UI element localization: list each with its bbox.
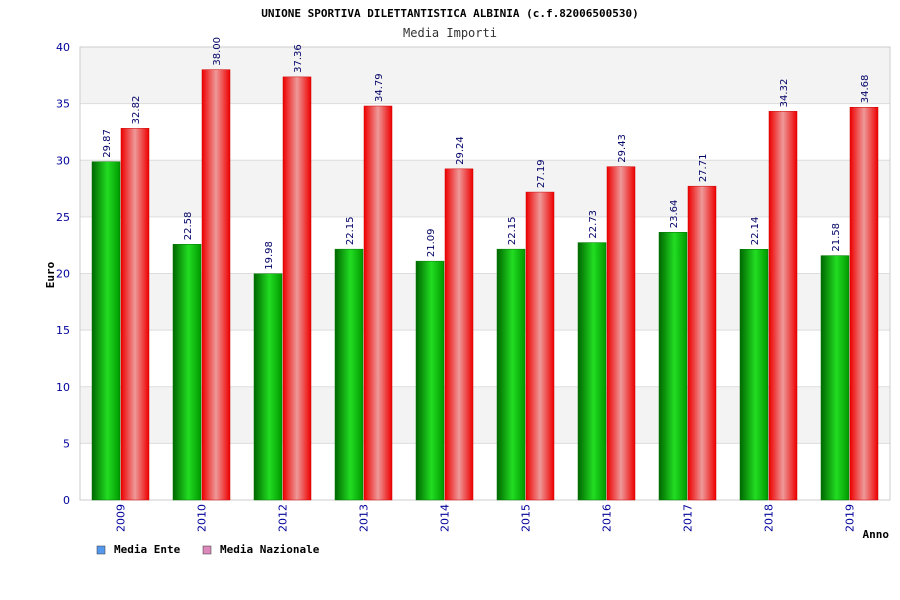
bar-nazionale <box>849 106 879 501</box>
bar-ente <box>577 242 607 501</box>
y-tick-label: 25 <box>56 211 70 224</box>
bar-nazionale <box>201 69 231 501</box>
data-label: 21.09 <box>426 229 437 258</box>
data-label: 32.82 <box>131 96 142 125</box>
x-axis-label: Anno <box>863 528 890 541</box>
bar-ente <box>253 273 283 501</box>
bar-ente <box>739 249 769 501</box>
y-tick-label: 35 <box>56 98 70 111</box>
bar-ente <box>415 260 445 501</box>
bar-ente <box>334 248 364 501</box>
data-label: 21.58 <box>831 223 842 252</box>
y-tick-label: 40 <box>56 41 70 54</box>
legend-swatch-nazionale <box>202 545 212 555</box>
data-label: 37.36 <box>293 44 304 73</box>
grid-band <box>80 160 890 217</box>
legend-label-ente: Media Ente <box>114 543 181 556</box>
bars <box>91 69 879 501</box>
y-tick-label: 30 <box>56 154 70 167</box>
x-tick-label: 2015 <box>520 504 533 532</box>
bar-ente <box>172 244 202 501</box>
grid-band <box>80 386 890 444</box>
value-labels: 29.87 32.82 22.58 38.00 19.98 37.36 22.15 34.79… <box>102 37 871 270</box>
bar-nazionale <box>444 168 474 501</box>
y-tick-label: 10 <box>56 381 70 394</box>
data-label: 27.19 <box>536 159 547 188</box>
x-tick-label: 2018 <box>763 504 776 532</box>
bar-ente <box>658 232 688 501</box>
data-label: 19.98 <box>264 241 275 270</box>
x-tick-label: 2019 <box>844 504 857 532</box>
grid-band <box>80 47 890 104</box>
bar-ente <box>91 161 121 501</box>
data-label: 29.87 <box>102 129 113 158</box>
plot-border <box>79 46 891 501</box>
bar-nazionale <box>363 105 393 501</box>
chart-subtitle: Media Importi <box>403 26 497 40</box>
data-label: 29.43 <box>617 134 628 163</box>
data-label: 22.58 <box>183 212 194 241</box>
legend-label-nazionale: Media Nazionale <box>220 543 320 556</box>
data-label: 29.24 <box>455 136 466 165</box>
x-tick-label: 2009 <box>115 504 128 532</box>
data-label: 22.15 <box>345 217 356 246</box>
bar-nazionale <box>606 166 636 501</box>
data-label: 34.68 <box>860 75 871 104</box>
data-label: 34.79 <box>374 73 385 102</box>
data-label: 27.71 <box>698 154 709 183</box>
legend-swatch-ente <box>96 545 106 555</box>
grid-band <box>80 273 890 331</box>
bar-nazionale <box>768 111 798 501</box>
y-tick-label: 20 <box>56 268 70 281</box>
data-label: 22.14 <box>750 217 761 246</box>
bar-nazionale <box>687 185 717 501</box>
y-axis-label: Euro <box>44 261 57 288</box>
bar-ente <box>820 255 850 501</box>
y-axis-ticks: 0 5 10 15 20 25 30 35 40 <box>56 41 70 507</box>
bar-nazionale <box>282 76 312 501</box>
legend: Media Ente Media Nazionale <box>96 543 320 556</box>
x-tick-label: 2010 <box>196 504 209 532</box>
bar-nazionale <box>120 128 150 501</box>
data-label: 38.00 <box>212 37 223 66</box>
x-tick-label: 2014 <box>439 504 452 532</box>
x-tick-label: 2016 <box>601 504 614 532</box>
chart-title: UNIONE SPORTIVA DILETTANTISTICA ALBINIA … <box>261 7 639 20</box>
x-tick-label: 2012 <box>277 504 290 532</box>
bar-ente <box>496 248 526 501</box>
data-label: 23.64 <box>669 200 680 229</box>
y-tick-label: 0 <box>63 494 70 507</box>
x-tick-label: 2017 <box>682 504 695 532</box>
x-axis-ticks: 2009 2010 2012 2013 2014 2015 2016 2017 2018 2019 <box>115 504 857 532</box>
x-tick-label: 2013 <box>358 504 371 532</box>
data-label: 22.15 <box>507 217 518 246</box>
bar-nazionale <box>525 191 555 501</box>
y-tick-label: 15 <box>56 324 70 337</box>
y-tick-label: 5 <box>63 437 70 450</box>
data-label: 34.32 <box>779 79 790 108</box>
data-label: 22.73 <box>588 210 599 239</box>
